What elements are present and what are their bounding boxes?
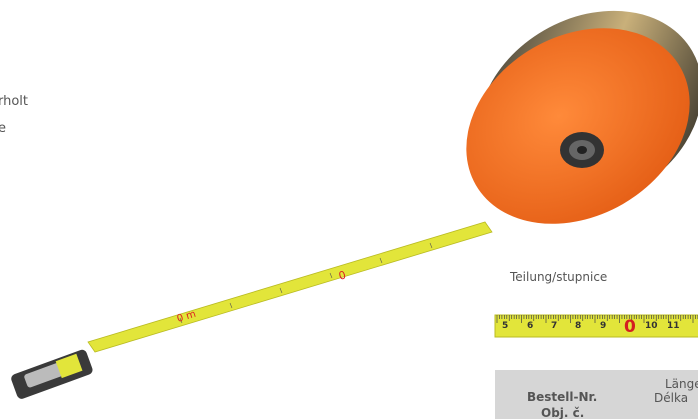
- tape-measure: 0 m 0: [11, 10, 698, 399]
- scale-label: 0: [624, 317, 636, 337]
- header-cell: Délka: [654, 391, 689, 405]
- header-cell: Obj. č.: [541, 406, 585, 419]
- scale-label: 5: [502, 321, 509, 331]
- header-cell: Länge: [665, 377, 698, 391]
- header-cell: Bestell-Nr.: [527, 390, 598, 404]
- scale-label: 8: [575, 321, 582, 331]
- intro-line: rholt: [0, 94, 29, 109]
- scale-caption: Teilung/stupnice: [510, 270, 608, 284]
- scale-label: 11: [667, 321, 680, 331]
- scale-label: 6: [527, 321, 534, 331]
- svg-text:0: 0: [337, 268, 347, 282]
- intro-line: e: [0, 121, 6, 136]
- scale-label: 7: [551, 321, 558, 331]
- table-header: [495, 370, 698, 419]
- scale-label: 10: [645, 321, 658, 331]
- svg-text:0 m: 0 m: [176, 309, 198, 325]
- scale-label: 9: [600, 321, 607, 331]
